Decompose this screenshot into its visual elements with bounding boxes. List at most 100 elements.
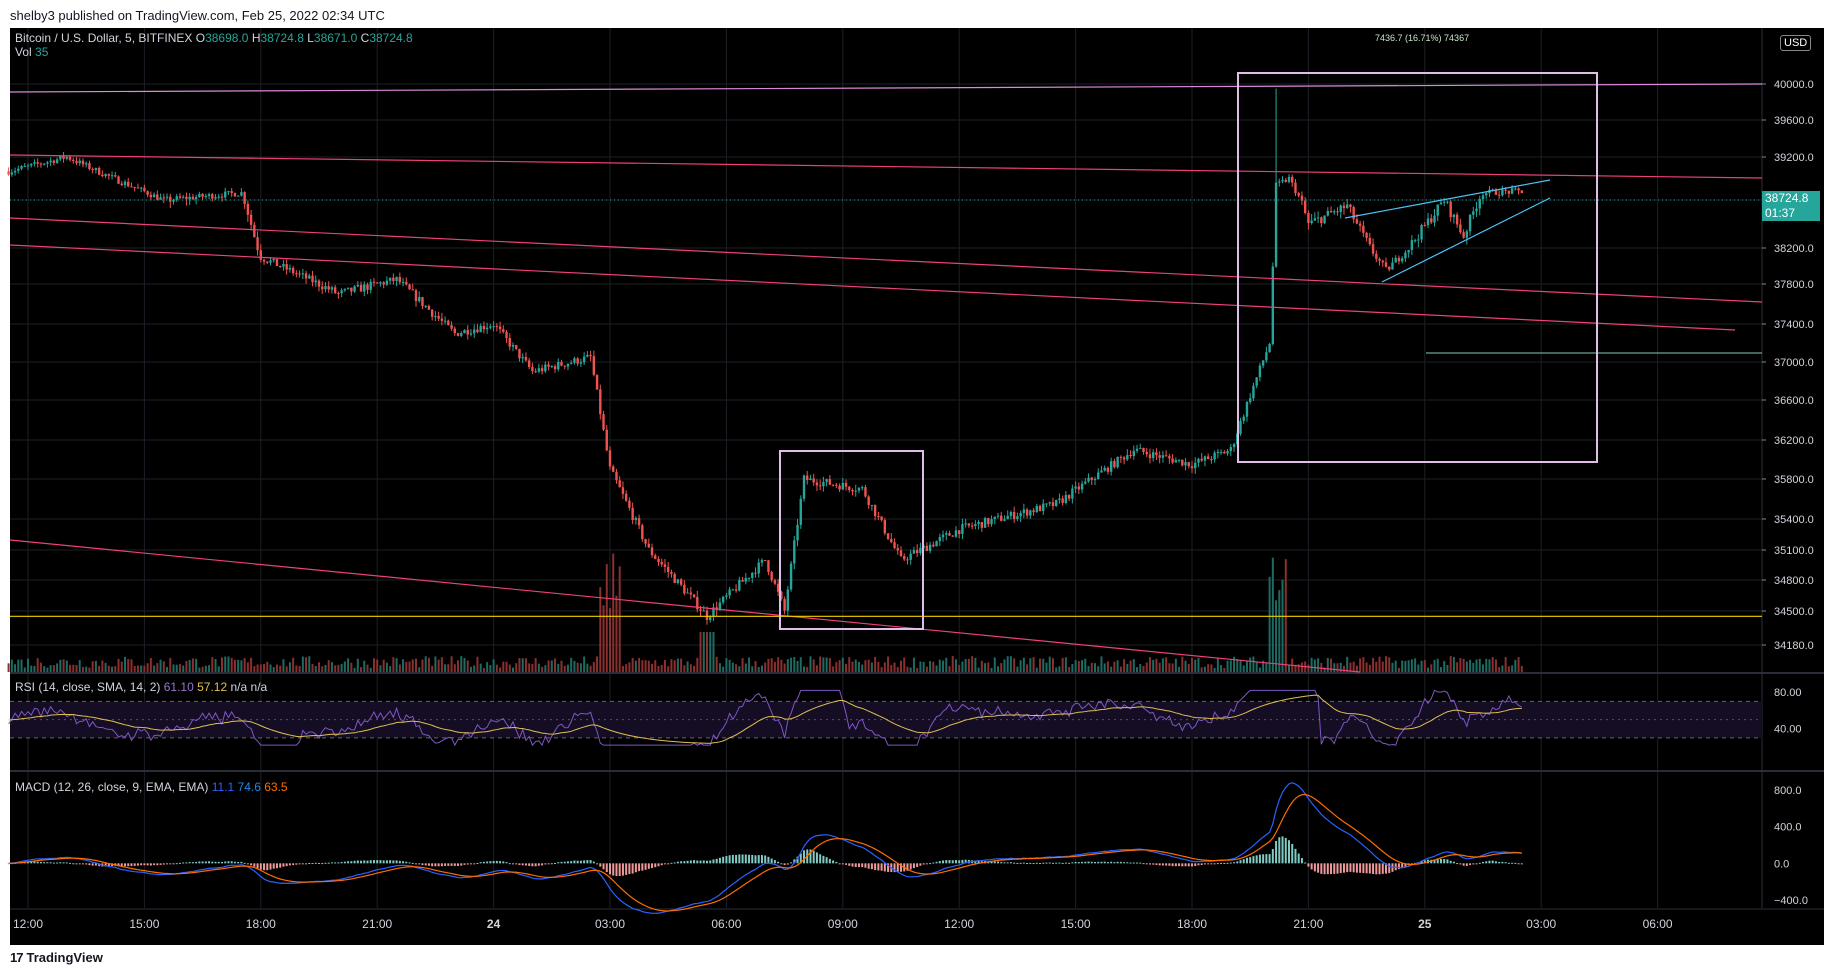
candle-body [1058, 498, 1061, 500]
volume-bar [72, 664, 75, 672]
macd-hist-bar [466, 863, 469, 865]
volume-bar [1071, 664, 1074, 672]
candle-body [618, 480, 621, 488]
macd-hist-bar [1039, 863, 1042, 865]
macd-hist-bar [259, 863, 262, 870]
volume-bar [1297, 664, 1300, 672]
volume-bar [266, 661, 269, 672]
volume-bar [1123, 659, 1126, 672]
volume-bar [1307, 664, 1310, 672]
candle-body [1261, 360, 1265, 366]
volume-bar [178, 664, 181, 672]
volume-bar [1200, 667, 1203, 672]
symbol-title: Bitcoin / U.S. Dollar, 5, BITFINEX [15, 31, 193, 45]
candle-body [825, 479, 828, 482]
volume-bar [1349, 662, 1352, 672]
currency-button[interactable]: USD [1780, 35, 1812, 51]
volume-bar [117, 658, 120, 672]
candle-body [1206, 456, 1210, 460]
candle-body [1080, 483, 1084, 490]
macd-hist-bar [224, 861, 227, 864]
candle-body [379, 282, 382, 284]
candle-body [1388, 266, 1391, 270]
price-tick-label: 36200.0 [1774, 435, 1814, 447]
candle-body [893, 542, 896, 549]
candle-body [1129, 455, 1132, 457]
macd-hist-bar [1423, 860, 1426, 864]
candle-body [1126, 455, 1129, 460]
volume-bar [1213, 667, 1216, 672]
candle-body [1417, 239, 1420, 241]
candle-body [1003, 519, 1006, 521]
candle-body [1245, 401, 1249, 417]
volume-bar [1355, 665, 1358, 672]
macd-hist-bar [311, 863, 314, 865]
candle-body [479, 325, 482, 333]
candle-body [1497, 194, 1501, 196]
candle-body [945, 533, 948, 535]
volume-bar [760, 665, 763, 672]
candle-body [1184, 462, 1187, 466]
macd-hist-bar [1171, 863, 1174, 867]
volume-bar [314, 666, 317, 672]
macd-name: MACD (12, 26, close, 9, EMA, EMA) [15, 780, 209, 794]
volume-bar [136, 665, 139, 672]
macd-hist-bar [1152, 863, 1155, 865]
price-tick-label: 34800.0 [1774, 575, 1814, 587]
macd-hist-bar [760, 855, 763, 864]
candle-body [65, 156, 68, 159]
volume-bar [1265, 663, 1268, 672]
macd-hist-bar [815, 852, 818, 864]
volume-bar [1504, 657, 1507, 672]
candle-body [935, 541, 938, 547]
volume-bar [803, 666, 805, 672]
macd-hist-bar [1106, 862, 1109, 864]
macd-hist-bar [437, 863, 440, 867]
candle-body [1478, 199, 1481, 209]
candle-body [36, 162, 39, 164]
candle-body [169, 196, 172, 202]
candle-body [1203, 456, 1207, 461]
macd-hist-bar [589, 860, 592, 864]
candle-body [634, 518, 638, 520]
volume-bar [857, 661, 860, 672]
macd-hist-bar [33, 861, 36, 864]
macd-hist-bar [1055, 862, 1058, 864]
macd-hist-bar [489, 861, 492, 864]
macd-hist-bar [398, 860, 401, 864]
candle-body [1371, 244, 1375, 254]
candle-body [540, 368, 544, 372]
candle-body [359, 284, 363, 292]
macd-hist-bar [450, 863, 453, 866]
tradingview-logo[interactable]: 17 TradingView [10, 950, 103, 965]
candle-body [560, 361, 563, 366]
candle-body [673, 573, 676, 584]
candle-body [511, 345, 515, 347]
macd-hist-bar [505, 862, 508, 864]
macd-hist-bar [343, 861, 346, 864]
volume-bar [524, 658, 527, 672]
volume-bar [1187, 663, 1190, 672]
macd-hist-bar [977, 860, 980, 864]
volume-bar [27, 658, 29, 672]
chart-area[interactable] [10, 28, 1824, 945]
candle-body [899, 550, 903, 557]
candle-body [175, 196, 178, 200]
candle-body [1358, 223, 1362, 226]
volume-bar [1472, 662, 1475, 672]
volume-bar [780, 659, 783, 672]
volume-bar [334, 665, 337, 672]
candles [7, 88, 1523, 625]
candle-body [1042, 503, 1045, 512]
price-tick-label: 37400.0 [1774, 319, 1814, 331]
candle-body [466, 329, 469, 335]
macd-hist-bar [1026, 862, 1029, 864]
candle-body [185, 196, 188, 200]
candle-body [689, 592, 693, 595]
candle-body [97, 168, 101, 175]
macd-hist-bar [828, 858, 831, 864]
candle-body [870, 505, 874, 507]
macd-hist-bar [1242, 859, 1245, 864]
volume-bar [466, 660, 469, 672]
